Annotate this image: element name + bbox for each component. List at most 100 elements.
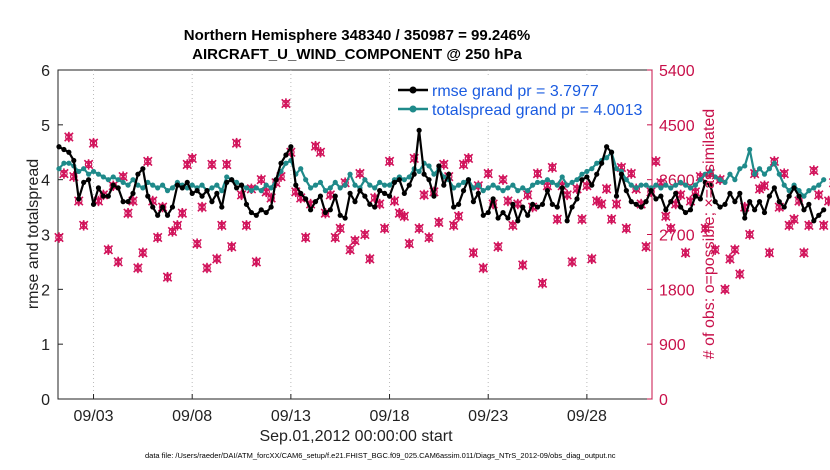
obs-assimilated-point [537, 278, 548, 289]
rmse-point [451, 204, 457, 210]
rmse-point [307, 207, 314, 213]
y2-tick-label: 5400 [659, 63, 695, 80]
obs-assimilated-point [231, 137, 242, 149]
totalspread-point [534, 179, 541, 186]
rmse-point [209, 199, 215, 205]
rmse-point [530, 201, 536, 207]
rmse-point [169, 204, 176, 210]
obs-assimilated-point [221, 159, 232, 170]
totalspread-point [771, 160, 777, 166]
totalspread-point [638, 182, 644, 188]
rmse-point [357, 188, 363, 194]
obs-assimilated-point [764, 247, 775, 258]
rmse-point [81, 179, 87, 186]
totalspread-point [584, 168, 590, 175]
obs-assimilated-point [379, 223, 390, 234]
rmse-point [386, 193, 393, 199]
rmse-point [702, 179, 708, 186]
rmse-point [293, 182, 299, 188]
rmse-point [638, 204, 644, 210]
rmse-point [554, 204, 560, 210]
legend-box [392, 78, 646, 120]
rmse-point [446, 171, 452, 177]
totalspread-point [766, 166, 773, 172]
rmse-point [678, 204, 684, 210]
totalspread-point [243, 185, 250, 191]
y-tick-label: 5 [41, 118, 50, 135]
totalspread-point [382, 182, 388, 188]
rmse-point [224, 179, 230, 186]
legend-spread-marker [409, 105, 417, 113]
rmse-point [722, 201, 728, 207]
rmse-point [801, 207, 807, 213]
totalspread-point [81, 166, 87, 172]
obs-assimilated-point [202, 262, 212, 274]
totalspread-point [342, 182, 348, 188]
totalspread-point [682, 182, 689, 188]
totalspread-point [352, 182, 358, 188]
rmse-point [737, 190, 743, 196]
totalspread-point [549, 179, 555, 186]
totalspread-point [633, 185, 639, 191]
rmse-point [544, 188, 551, 194]
legend-rmse-label: rmse grand pr = 3.7977 [432, 83, 599, 100]
totalspread-point [668, 185, 674, 191]
obs-assimilated-point [281, 98, 291, 109]
obs-assimilated-point [591, 195, 602, 207]
y-tick-label: 1 [41, 337, 50, 354]
totalspread-point [525, 188, 531, 194]
totalspread-point [199, 182, 205, 188]
totalspread-point [258, 188, 264, 194]
rmse-point [559, 185, 565, 191]
totalspread-point [495, 185, 501, 191]
obs-assimilated-point [813, 189, 824, 201]
x-tick-label: 09/08 [172, 408, 212, 425]
obs-assimilated-point [804, 220, 814, 231]
totalspread-point [559, 174, 565, 180]
obs-assimilated-point [365, 253, 375, 265]
rmse-point [100, 193, 106, 199]
rmse-point [569, 204, 575, 210]
rmse-point [229, 177, 235, 183]
totalspread-point [811, 185, 817, 191]
x-tick-label: 09/03 [73, 408, 113, 425]
y-tick-label: 4 [41, 173, 50, 190]
obs-assimilated-point [468, 247, 479, 258]
totalspread-point [579, 171, 585, 177]
rmse-point [786, 193, 792, 199]
totalspread-point [347, 171, 353, 177]
x-tick-label: 09/23 [468, 408, 508, 425]
rmse-point [682, 209, 689, 216]
rmse-point [372, 204, 378, 210]
totalspread-point [816, 182, 822, 188]
y2-tick-label: 0 [659, 392, 668, 409]
totalspread-point [623, 177, 629, 183]
totalspread-point [317, 179, 324, 186]
rmse-point [115, 185, 121, 191]
totalspread-point [594, 160, 600, 166]
rmse-point [199, 193, 205, 199]
rmse-point [633, 201, 639, 207]
rmse-point [653, 196, 659, 202]
obs-assimilated-point [458, 159, 469, 170]
rmse-point [475, 190, 481, 196]
obs-assimilated-point [508, 220, 518, 231]
rmse-point [579, 177, 585, 183]
obs-assimilated-point [448, 220, 459, 231]
totalspread-point [727, 171, 733, 177]
rmse-point [816, 212, 822, 218]
y-axis-label: rmse and totalspread [25, 159, 42, 309]
rmse-point [465, 177, 472, 183]
rmse-point [268, 204, 274, 210]
totalspread-point [697, 177, 703, 183]
rmse-point [692, 193, 699, 199]
rmse-point [431, 193, 437, 199]
totalspread-point [76, 168, 82, 175]
rmse-point [332, 193, 338, 199]
obs-assimilated-point [754, 183, 765, 195]
rmse-point [76, 196, 82, 202]
obs-assimilated-point [621, 223, 632, 234]
totalspread-point [66, 160, 72, 166]
y-tick-label: 0 [41, 392, 50, 409]
obs-assimilated-point [192, 238, 202, 249]
